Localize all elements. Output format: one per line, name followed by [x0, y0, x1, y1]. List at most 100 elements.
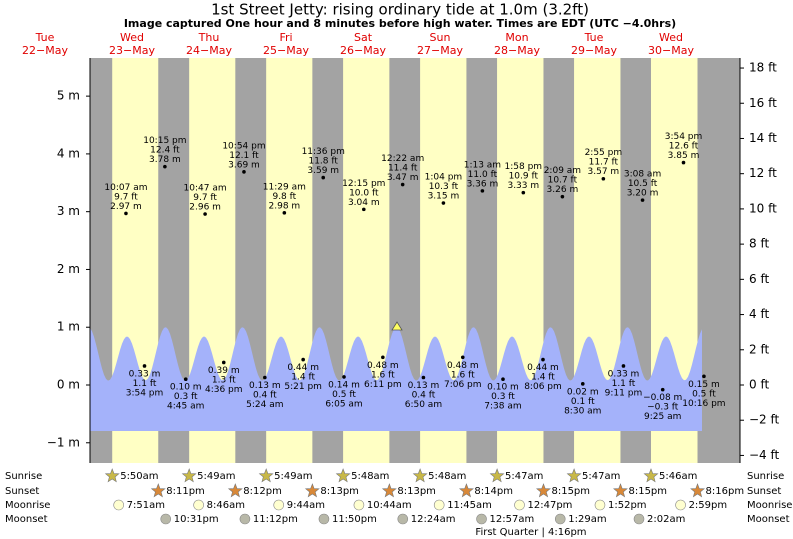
y2-tick-label: −2 ft: [749, 413, 780, 427]
sunset-time: 8:12pm: [243, 486, 282, 497]
moonset-time: 12:57am: [490, 514, 535, 525]
tide-time: 1:13 am: [464, 160, 501, 170]
tide-time: 6:05 am: [325, 399, 362, 409]
tide-label-ft: 12.1 ft: [229, 151, 259, 161]
tide-time: 5:24 am: [246, 400, 283, 410]
tide-label-ft: −0.3 ft: [647, 403, 679, 413]
sun-icon: [104, 468, 120, 483]
sunrise-time: 5:47am: [582, 471, 620, 482]
astro-row-label: Moonrise: [747, 500, 792, 511]
sun-icon: [412, 468, 428, 483]
tide-label-m: 0.44 m: [287, 363, 319, 373]
moonset-time: 11:12pm: [253, 514, 298, 525]
y-tick-label: −1 m: [47, 435, 80, 449]
low-tide-point: [301, 357, 305, 362]
tide-label-ft: 0.3 ft: [491, 392, 515, 402]
moonset-icon: [239, 513, 251, 525]
tide-label-ft: 10.3 ft: [429, 182, 459, 192]
tide-time: 6:50 am: [405, 400, 442, 410]
tide-time: 10:54 pm: [222, 141, 265, 151]
moonset-time: 10:31pm: [174, 514, 219, 525]
sun-icon: [643, 468, 659, 483]
y2-tick-label: 0 ft: [749, 377, 769, 391]
tide-label-m: 3.04 m: [348, 198, 380, 208]
tide-label-m: 2.97 m: [110, 202, 142, 212]
weekday-label: Tue: [35, 31, 55, 44]
sun-icon: [335, 468, 351, 483]
tide-time: 2:55 pm: [585, 148, 623, 158]
tide-label-ft: 9.7 ft: [114, 192, 138, 202]
y2-tick-label: 16 ft: [749, 96, 777, 110]
tide-time: 3:54 pm: [665, 132, 703, 142]
y-tick-label: 5 m: [57, 89, 80, 103]
tide-label-ft: 11.8 ft: [308, 157, 338, 167]
tide-label-ft: 0.3 ft: [174, 392, 198, 402]
tide-label-ft: 0.1 ft: [571, 397, 595, 407]
tide-label-m: 0.10 m: [170, 383, 202, 393]
moonrise-icon: [594, 499, 606, 511]
date-label: 24−May: [186, 44, 232, 57]
high-tide-point: [282, 211, 287, 215]
tide-label-m: 0.44 m: [527, 363, 559, 373]
moonrise-icon: [353, 499, 365, 511]
sun-icon: [304, 483, 320, 498]
title: 1st Street Jetty: rising ordinary tide a…: [211, 1, 589, 19]
tide-label-ft: 0.5 ft: [692, 389, 716, 399]
sun-icon: [535, 483, 551, 498]
moonset-icon: [633, 513, 645, 525]
tide-label-ft: 12.4 ft: [150, 146, 180, 156]
sun-icon: [227, 483, 243, 498]
moonset-time: 2:02am: [647, 514, 685, 525]
tide-time: 9:11 pm: [605, 388, 643, 398]
weekday-label: Wed: [120, 31, 144, 44]
y2-tick-label: 18 ft: [749, 61, 777, 75]
sun-icon: [489, 468, 505, 483]
tide-label-ft: 12.6 ft: [669, 142, 699, 152]
sun-icon: [381, 483, 397, 498]
tide-label-ft: 9.8 ft: [272, 192, 296, 202]
y-tick-label: 3 m: [57, 204, 80, 218]
low-tide-point: [702, 374, 706, 379]
tide-label-ft: 1.4 ft: [291, 373, 315, 383]
low-tide-point: [142, 364, 147, 368]
moonset-time: 12:24am: [411, 514, 456, 525]
tide-time: 3:08 am: [624, 170, 661, 180]
moonrise-time: 9:44am: [287, 500, 325, 511]
moonset-time: 11:50pm: [332, 514, 377, 525]
low-tide-point: [381, 355, 385, 360]
sunset-time: 8:13pm: [397, 486, 436, 497]
tide-time: 7:06 pm: [444, 380, 482, 390]
subtitle: Image captured One hour and 8 minutes be…: [124, 17, 676, 30]
tide-label-m: 3.33 m: [507, 181, 539, 191]
date-label: 22−May: [22, 44, 68, 57]
tide-label-ft: 1.6 ft: [371, 370, 395, 380]
weekday-label: Mon: [505, 31, 528, 44]
current-tide-marker: [391, 321, 403, 331]
tide-time: 2:09 am: [544, 166, 581, 176]
date-label: 30−May: [648, 44, 694, 57]
sunset-time: 8:13pm: [320, 486, 359, 497]
tide-label-m: 3.20 m: [627, 189, 659, 199]
high-tide-point: [163, 164, 167, 169]
moonset-icon: [554, 513, 566, 525]
weekday-label: Tue: [584, 31, 604, 44]
moonset-icon: [318, 513, 330, 525]
low-tide-point: [342, 375, 346, 379]
tide-time: 12:22 am: [381, 154, 424, 164]
astro-row-label: Moonset: [5, 514, 48, 525]
moonrise-icon: [193, 499, 204, 511]
moonrise-icon: [433, 499, 445, 511]
tide-label-m: 0.13 m: [408, 381, 440, 391]
tide-time: 8:30 am: [564, 406, 601, 416]
date-label: 28−May: [494, 44, 540, 57]
weekday-label: Thu: [198, 31, 220, 44]
tide-label-ft: 0.5 ft: [332, 390, 356, 400]
moonrise-time: 7:51am: [127, 500, 165, 511]
tide-time: 5:21 pm: [284, 382, 322, 392]
tide-time: 4:45 am: [167, 402, 204, 412]
y2-tick-label: 4 ft: [749, 307, 769, 321]
moonrise-icon: [514, 499, 525, 511]
high-tide-point: [321, 175, 326, 180]
y2-tick-label: 6 ft: [749, 272, 769, 286]
tide-time: 1:58 pm: [505, 162, 543, 172]
